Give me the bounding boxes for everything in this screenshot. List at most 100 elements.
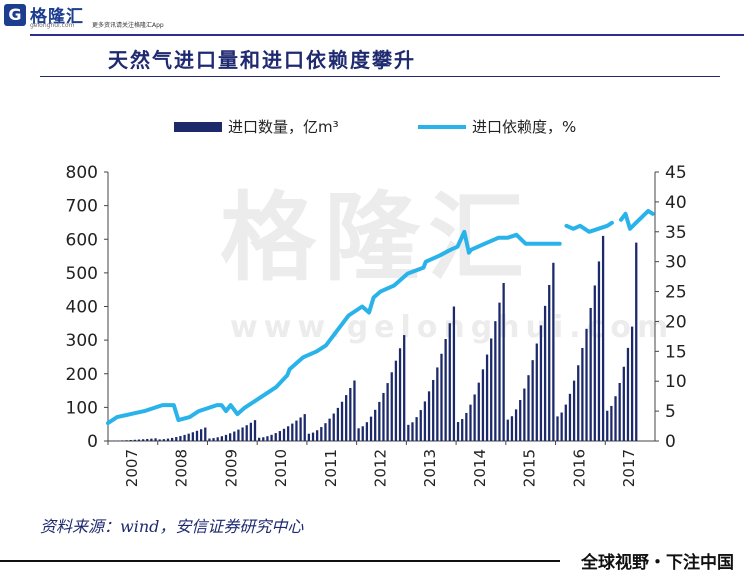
top-bar: G 格隆汇 gelonghui.com 更多资讯请关注格隆汇App [0,0,744,36]
bar [552,262,555,441]
bar [398,348,402,441]
bar [316,430,319,441]
bar [523,388,526,441]
legend-line: 进口依赖度，% [418,116,576,137]
y-right-tick-label: 0 [665,432,676,452]
y-right-tick-label: 45 [665,163,687,183]
bar [494,321,497,441]
bar [249,422,253,441]
y-left-tick-label: 700 [66,197,98,217]
bar [622,366,625,441]
bar [353,380,356,441]
y-right-tick-label: 30 [665,253,687,273]
bar [336,407,340,441]
bar [527,375,530,441]
source-note: 资料来源：wind，安信证券研究中心 [40,517,304,536]
footer-line [0,560,560,562]
dependency-line-segment [619,208,655,231]
bar [258,437,261,441]
bar [535,343,538,441]
bar [357,428,360,441]
header-slogan: 更多资讯请关注格隆汇App [92,22,164,29]
bar [490,338,493,441]
bar [601,235,605,441]
bar [560,412,563,441]
title-divider [40,76,720,77]
y-right-tick-label: 35 [665,223,687,243]
bar [610,405,613,441]
bar [461,419,464,441]
bar [502,282,505,441]
y-right-tick-label: 20 [665,312,687,332]
bar [452,306,456,441]
bar [121,440,124,441]
x-tick-label: 2017 [620,449,638,487]
x-tick-label: 2010 [272,449,290,487]
bar [407,424,410,441]
bar [340,401,344,441]
bar [556,416,559,441]
bar [589,307,592,441]
logo-url: gelonghui.com [30,22,75,29]
bar [324,423,327,441]
bar [303,414,306,441]
legend-bar: 进口数量，亿m³ [174,116,339,137]
bar [477,382,480,441]
bar [328,418,331,441]
y-left-tick-label: 400 [66,298,98,318]
bar [635,242,638,441]
bar [270,434,273,441]
x-tick-label: 2014 [471,449,489,487]
chart-title: 天然气进口量和进口依赖度攀升 [108,48,416,72]
x-tick-label: 2009 [222,449,240,487]
bar [307,433,311,441]
x-tick-label: 2008 [173,449,191,487]
bar [423,401,427,441]
bar [436,367,439,441]
bar [432,379,435,441]
bar [129,440,132,441]
bar [133,439,136,441]
bar [212,438,215,441]
bar [220,436,223,441]
bar [146,438,149,441]
x-tick-label: 2012 [372,449,390,487]
bar [543,305,547,441]
bar [224,434,228,441]
dependency-line-segment [106,229,562,426]
bar [514,409,518,441]
bar [593,285,596,441]
bar [485,354,489,441]
bar [204,427,207,441]
bar [448,323,451,441]
bar [158,439,161,441]
bar [361,426,364,441]
bar [179,436,182,441]
y-left-tick-label: 500 [66,264,98,284]
bar [175,437,178,441]
watermark-logo: 格隆汇 [220,182,532,294]
bar [403,335,406,441]
x-tick-label: 2013 [421,449,439,487]
bar [187,433,190,441]
y-left-tick-label: 300 [66,331,98,351]
bar [415,417,418,441]
bar [465,412,468,441]
bar [382,392,385,441]
bar [150,438,153,441]
bar [266,436,269,441]
bar [473,394,476,441]
bar [626,347,630,441]
bar [531,360,534,441]
x-tick-label: 2015 [521,449,539,487]
bar [390,372,393,441]
bar [564,404,567,441]
bar [199,429,203,441]
footer-slogan: 全球视野・下注中国 [581,553,734,573]
bar [295,420,298,441]
bar [170,437,174,441]
bar [572,380,576,441]
bar [311,432,315,441]
bar [369,416,373,441]
